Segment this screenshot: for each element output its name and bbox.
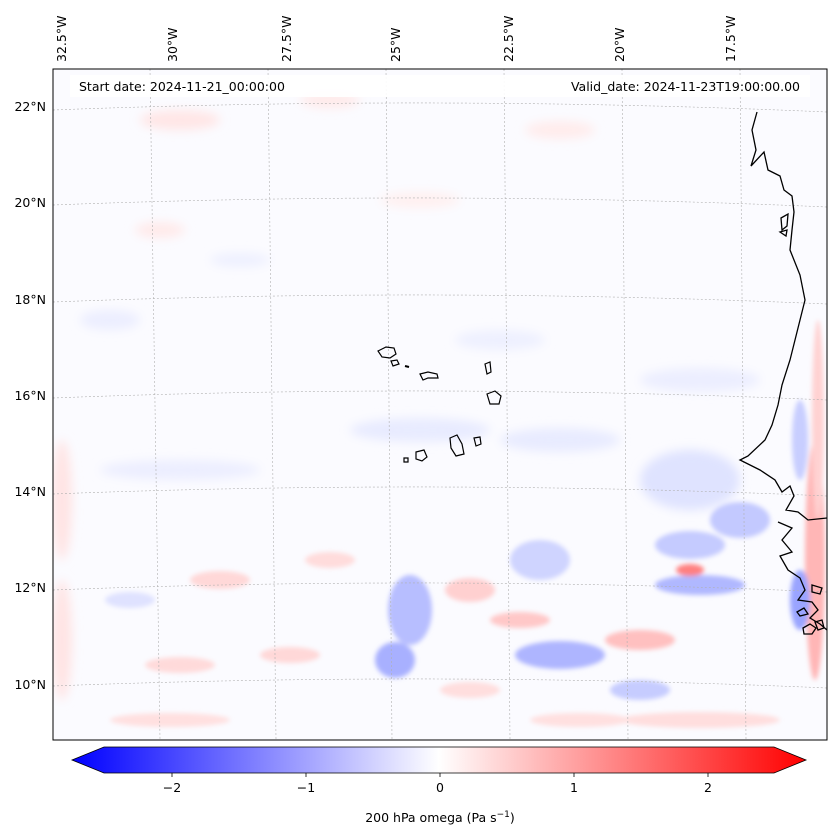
island-santo-antao [377,346,397,359]
lon-label: 25°W [388,27,403,62]
lon-label: 27.5°W [279,16,294,62]
colorbar-body [70,746,808,774]
island-fogo [415,449,428,462]
info-background [70,75,810,97]
lat-label: 22°N [14,99,46,114]
colorbar-tick-label: 1 [570,780,578,795]
colorbar-tick-label: 2 [704,780,712,795]
island-sao-nicolau [419,371,439,381]
cape-verde-islands [377,346,502,463]
map-panel [52,68,828,741]
island-brava [403,457,409,463]
colorbar-tick-label: −2 [163,780,181,795]
island-boa-vista [486,390,502,405]
island-sal [484,361,492,375]
lon-label: 20°W [612,27,627,62]
lon-label: 32.5°W [54,16,69,62]
map-frame [52,68,828,741]
lat-label: 16°N [14,388,46,403]
start-date-label: Start date: 2024-11-21_00:00:00 [79,79,285,94]
island-maio [473,436,482,447]
lon-label: 30°W [165,27,180,62]
lat-label: 10°N [14,677,46,692]
latitude-labels: 22°N 20°N 18°N 16°N 14°N 12°N 10°N [14,99,46,692]
longitude-labels: 32.5°W 30°W 27.5°W 25°W 22.5°W 20°W 17.5… [54,16,738,62]
colorbar-tick-label: 0 [436,780,444,795]
lat-label: 12°N [14,580,46,595]
african-coastline [738,111,827,635]
colorbar: −2 −1 0 1 2 200 hPa omega (Pa s−1) [70,746,808,825]
colorbar-ticks [171,773,709,777]
colorbar-label: 200 hPa omega (Pa s−1) [365,810,515,825]
island-santiago [449,434,465,457]
island-sao-vicente [390,359,400,367]
lat-label: 14°N [14,484,46,499]
lon-label: 17.5°W [723,16,738,62]
colorbar-tick-label: −1 [297,780,315,795]
lat-label: 18°N [14,292,46,307]
valid-date-label: Valid_date: 2024-11-23T19:00:00.00 [571,79,800,94]
lat-label: 20°N [14,195,46,210]
lon-label: 22.5°W [501,16,516,62]
omega-field [53,92,825,728]
map-background [53,69,827,740]
